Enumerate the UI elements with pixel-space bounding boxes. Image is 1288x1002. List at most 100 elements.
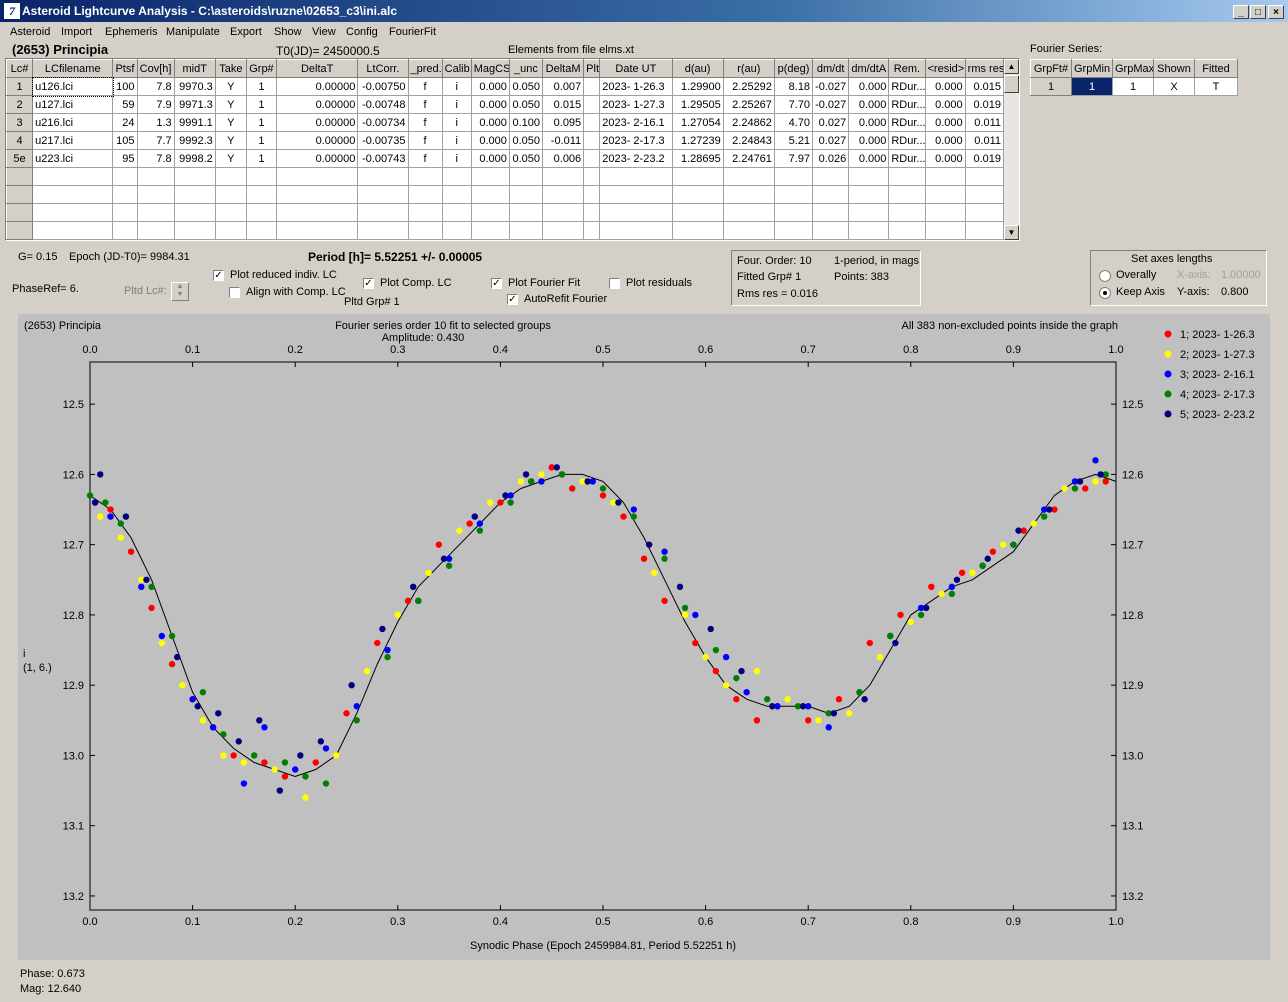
table-cell[interactable] — [245, 167, 278, 186]
table-cell[interactable]: 7.97 — [773, 149, 814, 168]
table-cell[interactable] — [848, 221, 890, 240]
table-cell[interactable] — [173, 185, 216, 204]
table-cell[interactable] — [470, 221, 510, 240]
table-cell[interactable]: -0.00735 — [357, 131, 409, 150]
table-cell[interactable]: -0.011 — [542, 131, 585, 150]
table-cell[interactable] — [32, 167, 114, 186]
table-cell[interactable]: -0.00748 — [357, 95, 409, 114]
table-cell[interactable] — [32, 203, 114, 222]
table-cell[interactable]: RDur... — [888, 95, 926, 114]
table-cell[interactable]: i — [441, 77, 472, 96]
table-row[interactable]: 2 u127.lci 59 7.9 9971.3 Y 1 0.00000 -0.00748 f i 0… — [6, 95, 1005, 114]
table-cell[interactable]: 0.050 — [508, 149, 544, 168]
table-cell[interactable]: 105 — [112, 131, 138, 150]
column-header[interactable]: DeltaM — [542, 59, 585, 78]
menu-manipulate[interactable]: Manipulate — [166, 26, 220, 38]
table-cell[interactable] — [112, 167, 138, 186]
table-cell[interactable] — [773, 167, 814, 186]
table-cell[interactable]: 0.000 — [848, 149, 890, 168]
table-cell[interactable] — [888, 185, 926, 204]
table-cell[interactable] — [812, 167, 850, 186]
table-cell[interactable]: 0.000 — [848, 131, 890, 150]
fourier-column-header[interactable]: GrpMax — [1112, 59, 1154, 78]
fourier-column-header[interactable]: Shown — [1153, 59, 1195, 78]
row-header[interactable]: 2 — [6, 95, 34, 114]
table-cell[interactable] — [812, 221, 850, 240]
table-cell[interactable] — [357, 221, 409, 240]
table-cell[interactable]: i — [441, 131, 472, 150]
table-cell[interactable] — [6, 185, 34, 204]
plot-residuals-checkbox[interactable] — [609, 278, 620, 289]
table-cell[interactable]: 2.25292 — [722, 77, 775, 96]
table-cell[interactable] — [470, 167, 510, 186]
fourier-column-header[interactable]: GrpMin — [1071, 59, 1113, 78]
table-cell[interactable]: 0.000 — [924, 77, 966, 96]
lightcurve-chart[interactable]: (2653) Principia Fourier series order 10… — [18, 314, 1270, 960]
table-cell[interactable]: 0.000 — [924, 95, 966, 114]
table-cell[interactable] — [173, 167, 216, 186]
table-cell[interactable]: 9991.1 — [173, 113, 216, 132]
table-cell[interactable]: 0.019 — [964, 95, 1005, 114]
table-cell[interactable]: RDur... — [888, 131, 926, 150]
column-header[interactable]: rms res — [964, 59, 1005, 78]
column-header[interactable]: dm/dt — [812, 59, 850, 78]
table-cell[interactable]: f — [407, 131, 443, 150]
table-cell[interactable]: 2023- 1-27.3 — [599, 95, 673, 114]
table-cell[interactable] — [773, 185, 814, 204]
align-comp-checkbox[interactable] — [229, 287, 240, 298]
table-cell[interactable]: 0.050 — [508, 77, 544, 96]
table-cell[interactable] — [964, 167, 1005, 186]
table-cell[interactable] — [812, 203, 850, 222]
column-header[interactable]: <resid> — [924, 59, 966, 78]
menu-view[interactable]: View — [312, 26, 336, 38]
menu-asteroid[interactable]: Asteroid — [10, 26, 51, 38]
fourier-column-header[interactable]: GrpFt# — [1030, 59, 1072, 78]
table-cell[interactable] — [407, 221, 443, 240]
table-cell[interactable] — [773, 221, 814, 240]
table-cell[interactable]: 2023- 2-16.1 — [599, 113, 673, 132]
row-header[interactable]: 3 — [6, 113, 34, 132]
column-header[interactable]: Take — [214, 59, 247, 78]
table-cell[interactable]: 1 — [245, 149, 278, 168]
column-header[interactable]: d(au) — [671, 59, 724, 78]
fourier-column-header[interactable]: Fitted — [1194, 59, 1238, 78]
table-cell[interactable]: RDur... — [888, 113, 926, 132]
table-cell[interactable] — [407, 185, 443, 204]
row-header[interactable]: 1 — [6, 77, 34, 96]
table-cell[interactable]: 2023- 1-26.3 — [599, 77, 673, 96]
column-header[interactable]: Lc# — [6, 59, 34, 78]
table-cell[interactable] — [136, 167, 175, 186]
table-cell[interactable]: 9970.3 — [173, 77, 216, 96]
table-cell[interactable] — [583, 149, 601, 168]
menu-show[interactable]: Show — [274, 26, 302, 38]
column-header[interactable]: Ptsf — [112, 59, 138, 78]
table-cell[interactable] — [136, 185, 175, 204]
table-cell[interactable]: -0.00743 — [357, 149, 409, 168]
table-cell[interactable]: 95 — [112, 149, 138, 168]
keep-axis-radio[interactable] — [1099, 287, 1111, 299]
column-header[interactable]: LtCorr. — [357, 59, 409, 78]
autorefit-checkbox[interactable]: ✓ — [507, 294, 518, 305]
table-row[interactable]: 1 u126.lci 100 7.8 9970.3 Y 1 0.00000 -0.00750 f i… — [6, 76, 1005, 97]
table-row[interactable]: 3 u216.lci 24 1.3 9991.1 Y 1 0.00000 -0.00734 f i 0… — [6, 113, 1005, 132]
table-cell[interactable] — [276, 185, 359, 204]
table-cell[interactable] — [245, 221, 278, 240]
table-cell[interactable]: 0.050 — [508, 131, 544, 150]
table-cell[interactable]: 2.25267 — [722, 95, 775, 114]
table-cell[interactable]: 2.24761 — [722, 149, 775, 168]
menu-export[interactable]: Export — [230, 26, 262, 38]
table-cell[interactable] — [508, 167, 544, 186]
table-cell[interactable] — [276, 167, 359, 186]
maximize-button[interactable]: □ — [1250, 5, 1266, 19]
table-cell[interactable]: i — [441, 113, 472, 132]
table-cell[interactable] — [214, 203, 247, 222]
table-cell[interactable] — [599, 185, 673, 204]
table-cell[interactable] — [583, 131, 601, 150]
table-cell[interactable] — [848, 185, 890, 204]
table-cell[interactable] — [112, 185, 138, 204]
table-cell[interactable]: 0.027 — [812, 113, 850, 132]
column-header[interactable]: Calib. — [441, 59, 472, 78]
table-cell[interactable]: f — [407, 113, 443, 132]
x-axis-value[interactable]: 1.00000 — [1221, 269, 1261, 281]
table-cell[interactable] — [276, 203, 359, 222]
